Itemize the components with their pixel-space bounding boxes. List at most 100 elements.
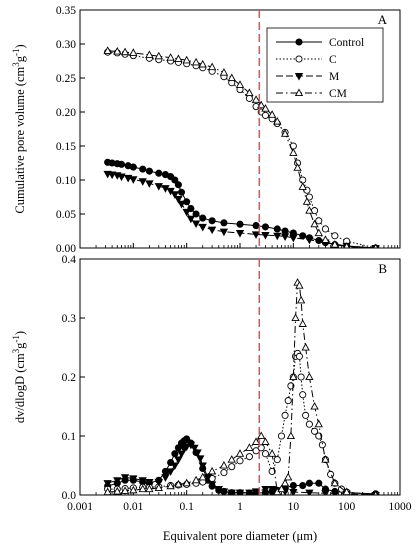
series-c-point bbox=[318, 441, 326, 449]
series-cm-point bbox=[129, 485, 138, 494]
series-control-point bbox=[220, 219, 228, 227]
panel-b-ticks: 0.0 0.1 0.2 0.3 0.4 0.001 0.01 0.1 1 10 100 1000 bbox=[62, 254, 412, 513]
series-control-point bbox=[139, 165, 147, 173]
series-m-point bbox=[117, 173, 126, 182]
series-m-point bbox=[193, 449, 202, 458]
series-cm-point bbox=[235, 449, 245, 457]
panel-b-frame bbox=[79, 258, 401, 496]
series-cm-point bbox=[273, 116, 282, 125]
y-tick-label: 0.30 bbox=[56, 39, 76, 51]
series-cm-point bbox=[257, 431, 266, 440]
y-tick-label: 0.20 bbox=[56, 107, 76, 119]
series-cm-point bbox=[120, 47, 130, 56]
series-cm-point bbox=[103, 46, 112, 54]
series-cm-point bbox=[289, 148, 298, 156]
series-m-point bbox=[219, 228, 229, 237]
series-m-point bbox=[261, 232, 270, 240]
series-c-point bbox=[277, 432, 286, 440]
series-cm-point bbox=[310, 219, 319, 228]
series-control-point bbox=[192, 210, 200, 218]
series-c-line bbox=[107, 352, 376, 495]
series-cm-point bbox=[302, 197, 312, 205]
series-cm-point bbox=[191, 57, 201, 66]
series-cm-point bbox=[207, 466, 217, 475]
x-tick-label: 0.001 bbox=[67, 501, 93, 513]
series-control-point bbox=[315, 479, 323, 487]
series-cm-point bbox=[227, 455, 236, 463]
series-cm-point bbox=[166, 53, 175, 61]
series-cm-point bbox=[305, 206, 314, 214]
series-cm-point bbox=[245, 443, 254, 451]
series-control-point bbox=[261, 223, 269, 231]
series-m-point bbox=[261, 486, 270, 494]
y-tick-label: 0.05 bbox=[56, 209, 76, 221]
panel-b-series bbox=[103, 278, 380, 495]
series-m-point bbox=[145, 478, 154, 487]
series-m-point bbox=[198, 462, 207, 471]
series-cm-point bbox=[113, 486, 122, 495]
series-c-point bbox=[331, 232, 339, 240]
series-m-point bbox=[177, 200, 186, 209]
series-c-point bbox=[261, 450, 269, 458]
series-cm-point bbox=[174, 479, 183, 488]
series-m-point bbox=[289, 489, 298, 495]
series-m-point bbox=[107, 171, 117, 180]
series-m-point bbox=[103, 480, 112, 488]
series-control-point bbox=[171, 450, 179, 458]
series-m-point bbox=[138, 477, 147, 485]
series-c-point bbox=[299, 391, 307, 399]
series-m-point bbox=[182, 443, 191, 452]
y-tick-label: 0.00 bbox=[56, 243, 76, 255]
series-control-point bbox=[174, 181, 182, 189]
series-c-point bbox=[236, 457, 244, 465]
series-cm-point bbox=[251, 437, 261, 445]
y-tick-label: 0.15 bbox=[56, 141, 76, 153]
series-control-point bbox=[117, 160, 126, 168]
series-c-point bbox=[327, 470, 335, 478]
series-m-point bbox=[305, 489, 314, 495]
series-m-point bbox=[138, 178, 147, 186]
series-cm-point bbox=[261, 437, 270, 445]
series-control-point bbox=[299, 482, 307, 490]
series-control-point bbox=[177, 188, 186, 196]
y-tick-label: 0.4 bbox=[62, 254, 77, 266]
series-m-point bbox=[174, 456, 183, 465]
series-control-point bbox=[171, 176, 179, 184]
x-tick-label: 10 bbox=[288, 501, 300, 513]
series-cm-point bbox=[277, 484, 286, 493]
series-m-point bbox=[251, 488, 261, 495]
series-m-point bbox=[196, 455, 205, 463]
y-tick-label: 0.0 bbox=[62, 490, 77, 502]
legend-c-label: C bbox=[329, 54, 337, 66]
legend-m-label: M bbox=[329, 71, 339, 83]
series-m-point bbox=[166, 468, 175, 476]
series-cm-point bbox=[314, 419, 323, 428]
legend-cm-marker bbox=[294, 88, 304, 97]
panel-a-series bbox=[103, 46, 380, 248]
series-c-point bbox=[281, 411, 289, 419]
panel-b-label: B bbox=[378, 261, 387, 276]
legend-control-label: Control bbox=[329, 37, 364, 49]
series-cm-point bbox=[219, 460, 229, 469]
series-c-point bbox=[228, 463, 236, 471]
series-m-point bbox=[120, 474, 130, 482]
series-m-point bbox=[280, 233, 290, 241]
series-cm-point bbox=[174, 54, 183, 63]
legend-m-marker bbox=[294, 72, 304, 81]
x-tick-label: 1 bbox=[237, 501, 243, 513]
series-m-point bbox=[129, 475, 138, 484]
x-axis-label: Equivalent pore diameter (μm) bbox=[163, 529, 317, 543]
series-c-point bbox=[305, 193, 313, 201]
series-m-point bbox=[203, 474, 213, 482]
series-cm-point bbox=[120, 486, 130, 494]
series-control-point bbox=[281, 227, 289, 235]
series-c-point bbox=[261, 111, 269, 119]
series-cm-point bbox=[280, 129, 290, 137]
legend-c-marker bbox=[295, 55, 303, 63]
y-tick-label: 0.3 bbox=[62, 313, 77, 325]
series-m-point bbox=[170, 191, 179, 199]
series-c-point bbox=[295, 352, 303, 360]
series-m-point bbox=[129, 176, 138, 184]
series-m-point bbox=[170, 462, 179, 471]
